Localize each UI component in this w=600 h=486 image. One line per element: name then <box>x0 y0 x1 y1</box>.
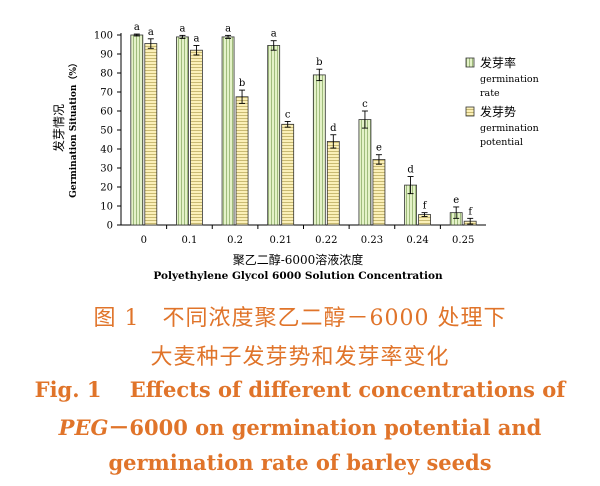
y-tick-label: 40 <box>100 145 113 156</box>
bar-germination-potential <box>144 43 158 226</box>
significance-letter: a <box>225 23 231 34</box>
significance-letter: e <box>376 143 382 154</box>
significance-letter: c <box>362 99 368 110</box>
bar-germination-rate <box>267 45 281 226</box>
significance-letter: e <box>453 195 459 206</box>
y-tick-label: 10 <box>100 202 113 213</box>
x-tick-label: 0.22 <box>315 235 337 246</box>
bar-germination-rate <box>312 74 326 226</box>
bar-germination-potential <box>190 49 203 226</box>
bar-germination-potential <box>281 123 295 226</box>
y-axis-title-cn: 发芽情况 <box>51 104 66 152</box>
x-tick-label: 0.25 <box>452 235 474 246</box>
significance-letter: a <box>134 22 140 33</box>
caption-en-line2-rest: －6000 on germination potential and <box>108 415 542 440</box>
significance-letter: a <box>193 33 199 44</box>
legend-swatch-germination-potential <box>465 106 475 117</box>
y-tick-label: 50 <box>100 126 113 137</box>
bar-germination-potential <box>372 159 386 226</box>
x-tick-label: 0.23 <box>361 235 383 246</box>
legend-label-en-potential-1: germination <box>480 123 539 134</box>
legend-label-cn-rate: 发芽率 <box>480 55 516 70</box>
y-tick-label: 70 <box>100 88 113 99</box>
bar-germination-rate <box>221 36 235 226</box>
y-tick-label: 30 <box>100 164 113 175</box>
y-tick-label: 0 <box>107 221 113 232</box>
legend-label-en-rate-2: rate <box>480 88 500 99</box>
y-tick-label: 60 <box>100 107 113 118</box>
significance-letter: f <box>423 201 428 212</box>
legend-label-en-potential-2: potential <box>480 137 523 148</box>
significance-letter: f <box>468 206 473 217</box>
figure-caption-en-line2: PEG－6000 on germination potential and <box>0 412 600 442</box>
figure-caption-en-line1: Fig. 1 Effects of different concentratio… <box>34 377 566 402</box>
bar-germination-rate <box>130 34 144 226</box>
bar-germination-rate <box>176 36 189 226</box>
x-tick-label: 0.24 <box>406 235 428 246</box>
y-tick-label: 20 <box>100 183 113 194</box>
x-tick-label: 0.2 <box>227 235 243 246</box>
significance-letter: c <box>285 109 291 120</box>
significance-letter: d <box>330 123 337 134</box>
caption-peg-italic: PEG <box>58 415 109 440</box>
figure-caption-cn-line1: 图 1 不同浓度聚乙二醇－6000 处理下 <box>93 306 507 331</box>
y-tick-label: 100 <box>94 31 113 42</box>
significance-letter: a <box>271 29 277 40</box>
y-tick-label: 80 <box>100 69 113 80</box>
significance-letter: a <box>179 23 185 34</box>
legend-label-cn-potential: 发芽势 <box>480 104 516 119</box>
legend-label-en-rate-1: germination <box>480 74 539 85</box>
x-tick-label: 0.21 <box>270 235 292 246</box>
bar-germination-rate <box>358 119 372 226</box>
significance-letter: d <box>407 165 414 176</box>
figure-caption-en-line3: germination rate of barley seeds <box>108 450 492 475</box>
legend-swatch-germination-rate <box>465 57 475 68</box>
x-axis-title-cn: 聚乙二醇-6000溶液浓度 <box>233 252 364 267</box>
significance-letter: b <box>316 57 322 68</box>
y-axis-title-en: Germination Situation（%） <box>68 58 79 198</box>
bar-germination-potential <box>235 96 249 226</box>
x-tick-label: 0.1 <box>181 235 197 246</box>
x-tick-label: 0 <box>141 235 147 246</box>
figure-caption-cn-line2: 大麦种子发芽势和发芽率变化 <box>150 345 450 370</box>
bar-germination-potential <box>326 140 340 226</box>
significance-letter: a <box>148 27 154 38</box>
x-axis-title-en: Polyethylene Glycol 6000 Solution Concen… <box>153 270 443 282</box>
y-tick-label: 90 <box>100 50 113 61</box>
significance-letter: b <box>239 78 245 89</box>
legend: 发芽率 germination rate 发芽势 germination pot… <box>465 55 539 148</box>
